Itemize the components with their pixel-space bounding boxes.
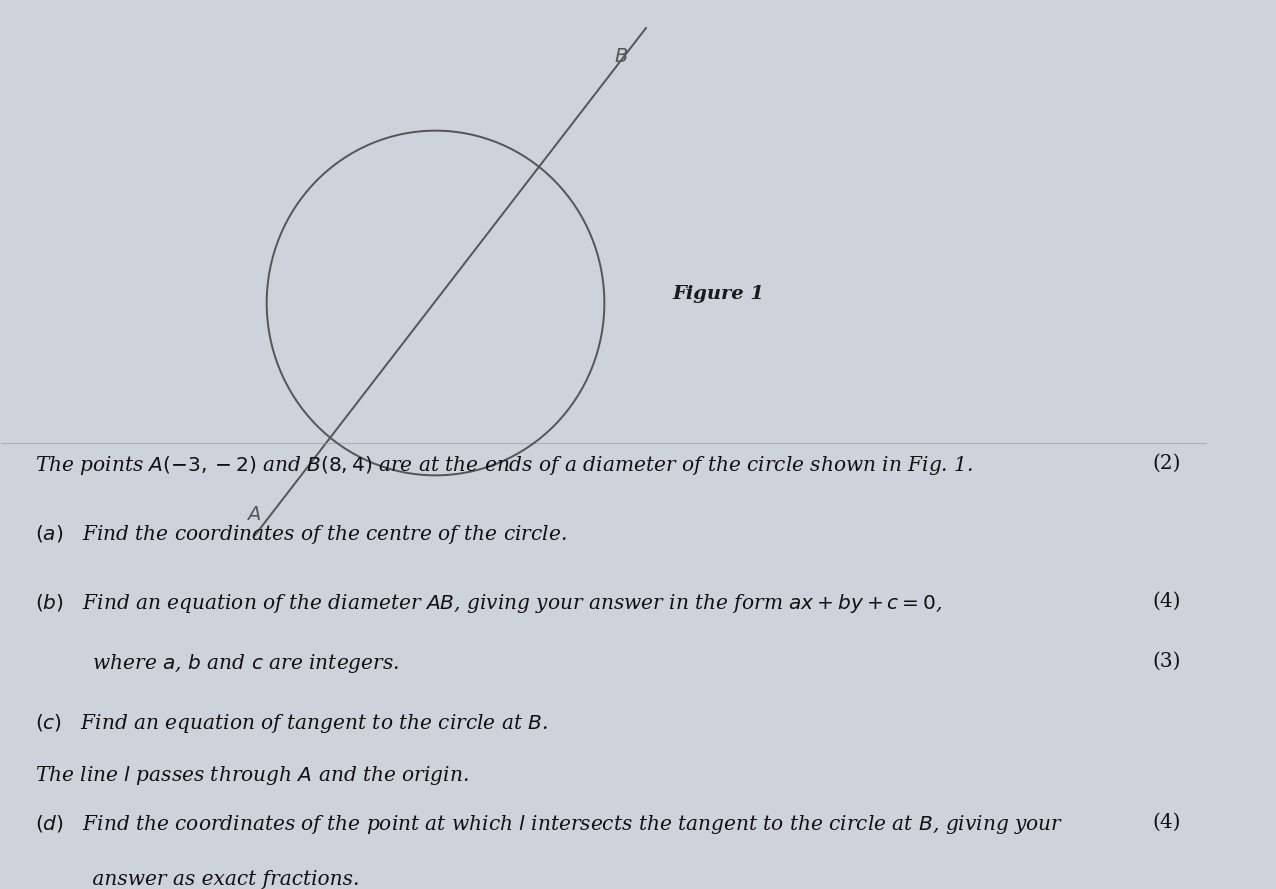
Text: (4): (4)	[1152, 592, 1180, 611]
Text: $(b)$   Find an equation of the diameter $AB$, giving your answer in the form $a: $(b)$ Find an equation of the diameter $…	[36, 592, 943, 614]
Text: $(d)$   Find the coordinates of the point at which $l$ intersects the tangent to: $(d)$ Find the coordinates of the point …	[36, 813, 1064, 837]
Text: $(a)$   Find the coordinates of the centre of the circle.: $(a)$ Find the coordinates of the centre…	[36, 523, 567, 546]
Text: answer as exact fractions.: answer as exact fractions.	[36, 870, 360, 889]
Text: (2): (2)	[1152, 453, 1180, 473]
Text: Figure 1: Figure 1	[672, 285, 764, 303]
Text: The points $A(-3, -2)$ and $B(8 , 4)$ are at the ends of a diameter of the circl: The points $A(-3, -2)$ and $B(8 , 4)$ ar…	[36, 453, 974, 477]
Text: (3): (3)	[1152, 652, 1180, 671]
Text: $B$: $B$	[614, 48, 628, 66]
Text: (4): (4)	[1152, 813, 1180, 832]
Text: where $a$, $b$ and $c$ are integers.: where $a$, $b$ and $c$ are integers.	[36, 652, 399, 675]
Text: $(c)$   Find an equation of tangent to the circle at $B$.: $(c)$ Find an equation of tangent to the…	[36, 712, 549, 735]
Text: The line $l$ passes through $A$ and the origin.: The line $l$ passes through $A$ and the …	[36, 764, 470, 787]
Text: $A$: $A$	[246, 506, 260, 524]
